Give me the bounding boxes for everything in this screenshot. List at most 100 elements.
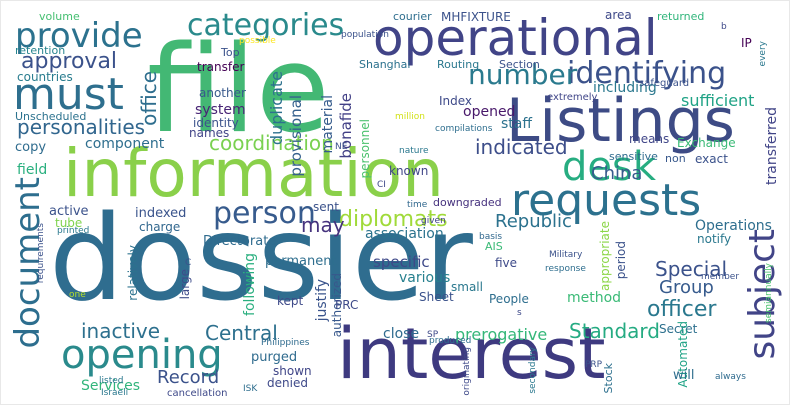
- word-sent: sent: [313, 200, 339, 214]
- word-extremely: extremely: [547, 92, 598, 103]
- word-member: member: [701, 272, 740, 282]
- word-officer: officer: [647, 297, 717, 322]
- word-following: following: [242, 253, 258, 316]
- word-system: system: [195, 102, 246, 118]
- word-provisional: provisional: [287, 95, 305, 177]
- word-safeguard: safeguard: [639, 78, 690, 89]
- word-republic: Republic: [495, 211, 572, 232]
- word-period: period: [614, 241, 628, 280]
- word-purged: purged: [251, 350, 298, 365]
- word-population: population: [341, 30, 389, 40]
- word-justify: justify: [314, 279, 330, 322]
- word-cancellation: cancellation: [167, 388, 228, 399]
- word-operational: operational: [373, 9, 658, 67]
- word-requirements: requirements: [36, 223, 46, 284]
- word-specific: specific: [373, 253, 430, 271]
- word-ais: AIS: [485, 240, 503, 253]
- word-association: association: [365, 226, 444, 242]
- word-shanghai: Shanghai: [359, 58, 411, 71]
- word-means: means: [629, 132, 670, 146]
- word-kept: kept: [277, 294, 304, 308]
- word-returned: returned: [657, 10, 705, 23]
- word-exchange: Exchange: [677, 136, 736, 150]
- word-unscheduled: Unscheduled: [15, 110, 87, 123]
- word-another: another: [199, 86, 246, 100]
- word-component: component: [85, 136, 165, 152]
- word-million: million: [395, 112, 425, 122]
- word-produced: produced: [429, 336, 472, 346]
- word-exact: exact: [695, 152, 728, 166]
- word-courier: courier: [393, 10, 432, 23]
- word-provide: provide: [15, 16, 143, 56]
- word-requests: requests: [511, 175, 702, 226]
- word-prp: PRP: [585, 360, 603, 370]
- word-shown: shown: [273, 364, 312, 378]
- word-retention: retention: [15, 44, 66, 57]
- word-compilations: compilations: [435, 124, 493, 134]
- word-duplicate: duplicate: [267, 71, 286, 146]
- word-military: Military: [549, 250, 583, 260]
- word-routing: Routing: [437, 58, 480, 71]
- word-ip: IP: [741, 36, 752, 50]
- word-diplomats: diplomats: [339, 207, 448, 232]
- word-given: given: [421, 216, 446, 226]
- word-listed: listed: [99, 376, 124, 386]
- word-appropriate: appropriate: [598, 221, 612, 291]
- word-index: Index: [439, 94, 473, 108]
- word-denied: denied: [267, 376, 308, 390]
- word-inactive: inactive: [81, 319, 161, 343]
- word-personnel: personnel: [358, 119, 372, 179]
- word-countries: countries: [17, 70, 73, 84]
- word-method: method: [567, 290, 622, 306]
- word-dossier: dossier: [49, 189, 473, 327]
- word-indexed: indexed: [135, 206, 187, 221]
- word-indicated: indicated: [475, 135, 568, 159]
- word-identity: identity: [193, 116, 239, 130]
- word-office: office: [137, 71, 161, 126]
- word-secondary: secondary: [528, 347, 538, 394]
- word-ci: CI: [377, 180, 386, 190]
- word-active: active: [49, 204, 89, 219]
- word-desk: desk: [562, 144, 657, 190]
- word-subject: subject: [742, 229, 783, 360]
- word-transferred: transferred: [764, 107, 780, 185]
- word-china: China: [591, 163, 643, 184]
- word-group: Group: [659, 277, 714, 298]
- word-people: People: [489, 292, 529, 306]
- word-s: s: [517, 308, 522, 318]
- word-known: known: [389, 164, 429, 178]
- word-staff: staff: [501, 116, 533, 132]
- word-notify: notify: [697, 232, 732, 246]
- word-various: various: [399, 270, 451, 286]
- word-will: will: [673, 368, 695, 383]
- word-file: file: [147, 21, 330, 160]
- word-operations: Operations: [695, 218, 772, 234]
- word-semiannually: semiannually: [764, 263, 774, 323]
- word-secret: Secret: [659, 322, 698, 336]
- word-top: Top: [221, 46, 240, 59]
- word-b: b: [721, 22, 727, 32]
- word-basis: basis: [479, 232, 503, 242]
- word-sheet: Sheet: [419, 290, 454, 304]
- word-relatively: relatively: [126, 245, 140, 301]
- word-charge: charge: [139, 220, 181, 234]
- word-sensitive: sensitive: [609, 150, 658, 163]
- word-ne: NE: [335, 142, 348, 152]
- word-copy: copy: [15, 140, 47, 155]
- word-non: non: [665, 152, 686, 165]
- word-response: response: [545, 264, 586, 274]
- word-prc: PRC: [335, 298, 359, 312]
- word-five: five: [495, 256, 518, 270]
- word-identifying: identifying: [567, 56, 727, 91]
- word-volume: volume: [39, 10, 80, 23]
- word-information: information: [63, 135, 444, 212]
- word-transfer: transfer: [197, 60, 245, 74]
- word-mhfixture: MHFIXTURE: [441, 10, 511, 24]
- word-must: must: [13, 69, 124, 120]
- word-coordination: coordination: [209, 131, 334, 155]
- word-including: including: [593, 80, 657, 96]
- word-field: field: [17, 162, 48, 178]
- word-philippines: Philippines: [261, 338, 310, 348]
- word-record: Record: [157, 367, 220, 388]
